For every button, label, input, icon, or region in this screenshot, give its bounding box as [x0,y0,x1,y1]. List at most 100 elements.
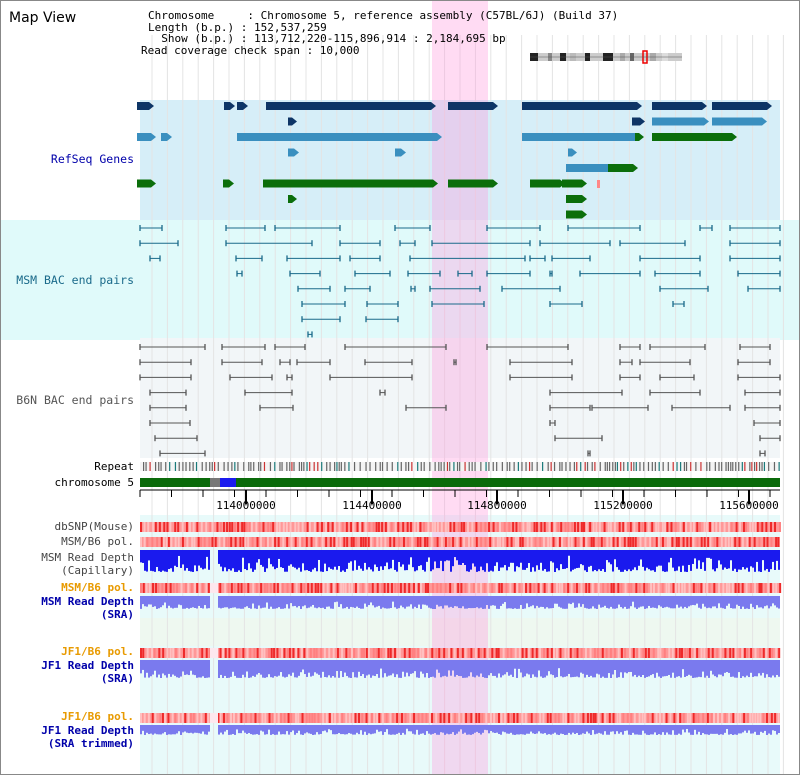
jf1-depth-trimmed-bin [762,725,764,733]
msm-read-depth-capillary-label[interactable]: MSM Read Depth (Capillary) [41,551,134,577]
jf1-b6-pol-trim-track-bin [577,713,580,723]
jf1-depth-trimmed-bin [614,725,616,735]
msm-depth-capillary-bin [234,550,236,572]
msm-depth-sra-bin [548,596,550,609]
repeat-element [149,462,151,471]
jf1-depth-trimmed-bin [314,725,316,735]
msm-depth-sra-bin [714,596,716,607]
msm-b6-pol-track-bin [556,537,559,547]
chromosome-info: Chromosome : Chromosome 5, reference ass… [141,10,618,56]
jf1-b6-pol-track-label[interactable]: JF1/B6 pol. [61,645,134,658]
msm-depth-sra-bin [268,596,270,609]
dbsnp-track-bin [359,522,362,532]
msm-depth-capillary-bin [690,550,692,571]
jf1-depth-bin [696,660,698,678]
jf1-depth-bin [154,660,156,671]
jf1-depth-trimmed-bin [672,725,674,731]
msm-b6-pol-sra-track-bin [354,583,357,593]
jf1-read-depth-trimmed-label[interactable]: JF1 Read Depth (SRA trimmed) [41,724,134,750]
jf1-depth-bin [350,660,352,678]
msm-b6-pol-track-bin [256,537,259,547]
jf1-depth-bin [764,660,766,678]
jf1-b6-pol-trim-track-label[interactable]: JF1/B6 pol. [61,710,134,723]
repeat-track-label[interactable]: Repeat [94,460,134,473]
msm-depth-sra-bin [750,596,752,604]
dbsnp-track-label[interactable]: dbSNP(Mouse) [54,520,134,533]
msm-bac-track-label[interactable]: MSM BAC end pairs [16,273,134,287]
jf1-depth-trimmed-bin [258,725,260,735]
jf1-depth-bin [372,660,374,676]
msm-depth-capillary-bin [594,550,596,571]
jf1-depth-bin [430,660,432,678]
jf1-b6-pol-track-bin [559,648,562,658]
jf1-depth-bin [708,660,710,678]
jf1-depth-bin [520,660,522,673]
jf1-depth-bin [588,660,590,678]
jf1-depth-bin [686,660,688,677]
msm-depth-capillary-bin [268,550,270,559]
msm-b6-pol-sra-track-label[interactable]: MSM/B6 pol. [61,581,134,594]
dbsnp-track-bin [742,522,745,532]
msm-b6-pol-sra-track-bin [737,583,740,593]
jf1-b6-pol-track-bin [514,648,517,658]
msm-depth-sra-bin [406,596,408,607]
jf1-read-depth-label[interactable]: JF1 Read Depth (SRA) [41,659,134,685]
msm-depth-sra-bin [510,596,512,609]
jf1-b6-pol-track-bin [398,648,401,658]
chromosome-track-label[interactable]: chromosome 5 [54,476,134,489]
msm-depth-capillary-bin [416,550,418,571]
gene-strand-arrow [229,179,234,188]
refseq-gene [161,133,167,141]
msm-depth-capillary-bin [294,550,296,568]
msm-depth-sra-bin [276,596,278,609]
msm-depth-sra-bin [698,596,700,608]
msm-depth-sra-bin [738,596,740,607]
refseq-track-label[interactable]: RefSeq Genes [50,152,134,166]
msm-b6-pol-sra-track-bin [635,583,638,593]
dbsnp-track-bin [738,522,741,532]
msm-depth-capillary-bin [446,550,448,561]
msm-b6-pol-track-bin [467,537,470,547]
msm-depth-capillary-bin [598,550,600,570]
msm-b6-pol-track-bin [277,537,280,547]
msm-depth-capillary-bin [696,550,698,569]
msm-b6-pol-track-label[interactable]: MSM/B6 pol. [61,535,134,548]
msm-depth-capillary-bin [578,550,580,568]
dbsnp-track-bin [682,522,685,532]
jf1-depth-bin [362,660,364,675]
dbsnp-track-bin [301,522,304,532]
msm-b6-pol-sra-track-bin [695,583,698,593]
repeat-element [569,462,571,471]
msm-b6-pol-track-bin [657,537,660,547]
b6n-bac-track-label[interactable]: B6N BAC end pairs [16,393,134,407]
jf1-depth-trimmed-bin [374,725,376,734]
jf1-b6-pol-trim-track-bin [196,713,199,723]
jf1-depth-bin [702,660,704,672]
msm-b6-pol-sra-track-bin [703,583,706,593]
jf1-depth-trimmed-bin [202,725,204,732]
jf1-depth-bin [428,660,430,678]
msm-depth-sra-bin [766,596,768,606]
jf1-b6-pol-trim-track-bin [439,713,442,723]
jf1-b6-pol-track-bin [527,648,530,658]
jf1-depth-trimmed-bin [172,725,174,735]
msm-depth-sra-bin [228,596,230,609]
jf1-b6-pol-track-bin [486,648,489,658]
msm-b6-pol-track-bin [325,537,328,547]
jf1-depth-bin [514,660,516,669]
jf1-b6-pol-trim-track-bin [254,713,257,723]
msm-read-depth-sra-label[interactable]: MSM Read Depth (SRA) [41,595,134,621]
jf1-depth-trimmed-bin [744,725,746,731]
jf1-depth-trimmed-bin [652,725,654,735]
repeat-element [647,462,650,471]
refseq-gene [562,179,582,188]
jf1-b6-pol-track-bin [295,648,298,658]
msm-depth-capillary-bin [590,550,592,566]
msm-depth-capillary-bin [530,550,532,572]
jf1-depth-bin [422,660,424,674]
jf1-b6-pol-trim-track-bin [237,713,240,723]
dbsnp-track-bin [258,522,261,532]
jf1-depth-trimmed-bin [626,725,628,731]
msm-b6-pol-track-bin [574,537,577,547]
